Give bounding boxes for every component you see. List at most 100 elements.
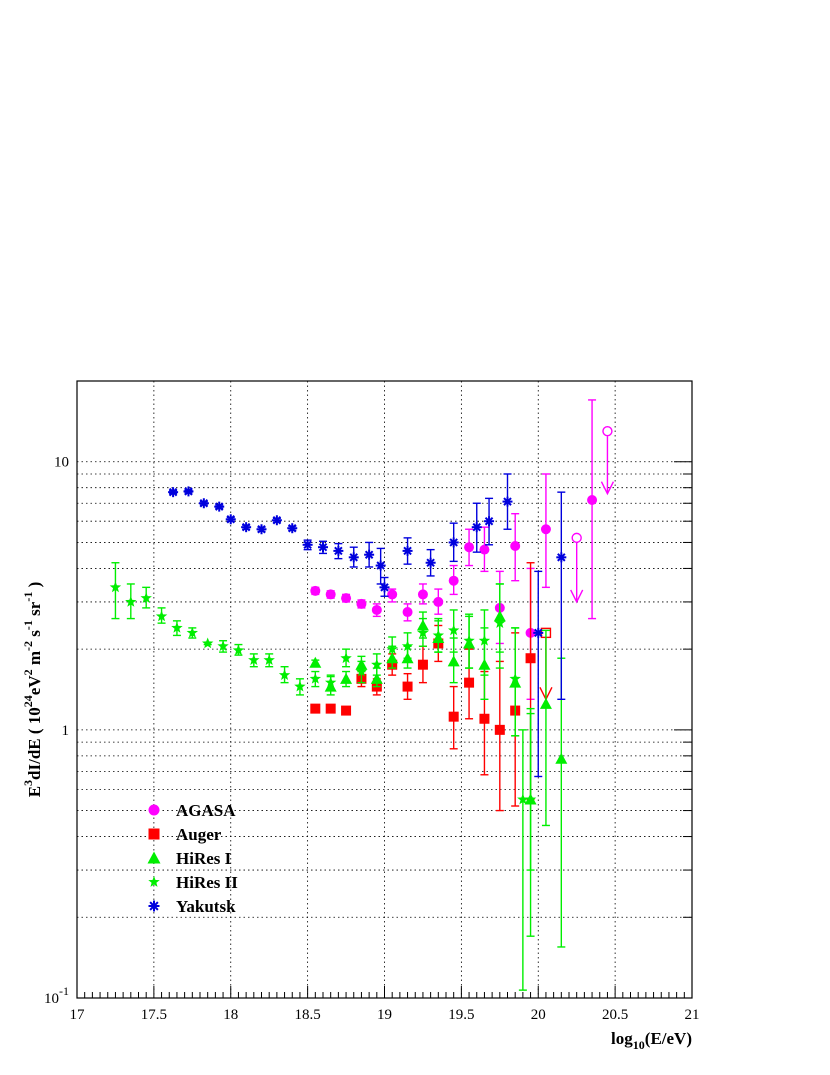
legend-label-auger: Auger	[176, 825, 222, 844]
data-point	[309, 672, 322, 684]
data-point	[171, 621, 183, 633]
legend-item-auger: Auger	[148, 825, 222, 844]
data-point	[478, 634, 491, 646]
data-point	[448, 711, 459, 722]
legend-item-yakutsk: Yakutsk	[148, 897, 236, 916]
x-tick-label: 20.5	[602, 1007, 628, 1023]
data-point	[417, 626, 429, 638]
data-point	[341, 593, 352, 604]
legend-marker-agasa	[148, 804, 160, 816]
data-point	[494, 724, 505, 735]
data-point	[387, 589, 398, 600]
data-point	[401, 640, 414, 652]
legend-item-hires-ii: HiRes II	[148, 873, 238, 892]
x-tick-label: 20	[531, 1007, 546, 1023]
data-point	[448, 575, 459, 586]
data-point	[447, 624, 460, 636]
data-point	[432, 629, 445, 641]
data-point	[125, 595, 137, 607]
data-point	[325, 589, 336, 600]
x-tick-label: 19	[377, 1007, 392, 1023]
data-point	[464, 677, 475, 688]
data-point	[417, 659, 428, 670]
data-point	[494, 617, 506, 629]
data-point	[509, 672, 521, 684]
legend-label-agasa: AGASA	[176, 801, 236, 820]
series-yakutsk	[168, 473, 567, 778]
data-point	[484, 516, 495, 527]
data-point	[386, 643, 398, 654]
data-point	[325, 703, 336, 714]
data-point	[364, 549, 375, 560]
data-point	[556, 552, 567, 563]
data-point	[448, 537, 459, 548]
axis-labels: 17 17.5 18 18.5 19 19.5 20 20.5 21 10 1 10-1 log10(E…	[21, 455, 700, 1052]
data-point	[109, 581, 122, 593]
data-point	[263, 654, 275, 665]
data-point	[533, 627, 544, 638]
data-point	[463, 634, 475, 646]
y-axis-title: E3dI/dE ( 1024eV2 m-2 s-1 sr-1 )	[21, 582, 44, 798]
data-point	[517, 793, 529, 805]
data-point	[471, 522, 482, 533]
data-point	[271, 515, 282, 526]
data-point	[540, 524, 551, 535]
data-point	[294, 680, 306, 692]
data-point	[309, 656, 322, 668]
data-point	[555, 752, 568, 764]
x-tick-label: 17	[70, 1007, 86, 1023]
legend-marker-hires-i	[147, 851, 161, 864]
data-point	[525, 653, 536, 664]
data-point	[333, 545, 344, 556]
grid	[77, 381, 692, 998]
data-point	[433, 596, 444, 607]
data-point	[302, 539, 313, 550]
legend-marker-yakutsk	[148, 900, 160, 912]
data-point	[248, 654, 260, 665]
data-point	[225, 514, 236, 525]
data-point	[464, 542, 475, 553]
upper-limit-arrowhead	[570, 589, 584, 604]
legend-label-yakutsk: Yakutsk	[176, 897, 236, 916]
data-point	[587, 494, 598, 505]
data-point	[524, 793, 537, 805]
series-agasa	[310, 399, 615, 701]
data-point	[155, 610, 168, 622]
data-point	[510, 540, 521, 551]
x-tick-label: 17.5	[141, 1007, 167, 1023]
data-point	[340, 652, 352, 664]
data-point	[241, 522, 252, 533]
data-point	[402, 545, 413, 556]
data-point	[256, 524, 267, 535]
x-tick-label: 18.5	[295, 1007, 321, 1023]
data-point	[370, 672, 383, 684]
legend-item-hires-i: HiRes I	[147, 849, 232, 868]
data-point	[356, 598, 367, 609]
data-point	[201, 637, 214, 649]
data-point	[140, 592, 152, 603]
legend: AGASA Auger HiRes I HiRes II Yakutsk	[147, 801, 238, 916]
y-tick-label: 1	[62, 723, 70, 739]
data-point	[278, 669, 291, 680]
upper-limit-marker	[571, 532, 582, 544]
data-point	[375, 560, 386, 571]
data-point	[502, 496, 513, 507]
data-point	[417, 589, 428, 600]
data-point	[324, 676, 337, 688]
data-point	[371, 658, 383, 670]
data-point	[186, 626, 199, 638]
legend-marker-auger	[148, 828, 160, 840]
data-point	[198, 498, 209, 509]
data-point	[379, 582, 390, 593]
data-point	[355, 665, 368, 677]
data-point	[340, 672, 353, 684]
data-point	[479, 713, 490, 724]
legend-marker-hires-ii	[148, 876, 160, 887]
data-point	[447, 655, 460, 667]
data-point	[183, 486, 194, 497]
data-point	[287, 523, 298, 534]
data-point	[232, 644, 245, 656]
plot-frame	[76, 380, 693, 999]
data-point	[371, 604, 382, 615]
